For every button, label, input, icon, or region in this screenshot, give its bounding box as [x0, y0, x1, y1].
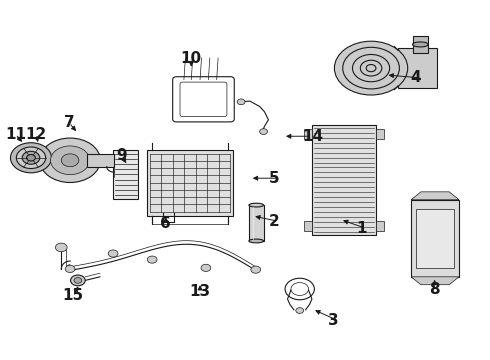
Text: 13: 13	[190, 284, 211, 300]
Bar	[413, 36, 428, 53]
Bar	[304, 129, 313, 139]
Circle shape	[147, 256, 157, 263]
Bar	[376, 129, 384, 139]
Circle shape	[40, 138, 100, 183]
Circle shape	[334, 41, 408, 95]
Circle shape	[296, 308, 304, 314]
Circle shape	[22, 151, 40, 164]
Circle shape	[71, 275, 85, 286]
Bar	[398, 48, 437, 88]
Circle shape	[10, 143, 51, 173]
Bar	[411, 200, 459, 277]
Bar	[87, 154, 114, 167]
Circle shape	[260, 129, 268, 134]
Text: 11: 11	[5, 127, 26, 141]
Circle shape	[237, 99, 245, 105]
Ellipse shape	[413, 42, 428, 47]
Text: 10: 10	[181, 50, 202, 66]
Text: 5: 5	[269, 171, 279, 186]
Text: 9: 9	[117, 148, 127, 163]
Polygon shape	[411, 192, 459, 200]
Text: 2: 2	[269, 214, 279, 229]
Circle shape	[16, 147, 46, 168]
Text: 3: 3	[328, 313, 339, 328]
Bar	[249, 205, 264, 241]
Circle shape	[61, 154, 79, 167]
Circle shape	[26, 154, 35, 161]
Bar	[376, 221, 384, 230]
Circle shape	[251, 266, 261, 273]
Polygon shape	[411, 277, 459, 285]
Bar	[313, 125, 376, 234]
Circle shape	[65, 265, 75, 273]
Ellipse shape	[249, 203, 264, 207]
Text: 1: 1	[356, 221, 367, 236]
Bar	[304, 221, 313, 230]
Circle shape	[55, 243, 67, 252]
Text: 4: 4	[410, 70, 421, 85]
Text: 14: 14	[303, 129, 324, 144]
Text: 7: 7	[64, 115, 74, 130]
Circle shape	[108, 250, 118, 257]
Bar	[147, 149, 233, 216]
Text: 8: 8	[429, 282, 440, 297]
Bar	[113, 150, 139, 199]
Text: 6: 6	[160, 216, 171, 231]
Text: 15: 15	[62, 288, 84, 303]
Circle shape	[201, 264, 211, 271]
Ellipse shape	[249, 239, 264, 243]
Circle shape	[50, 146, 90, 175]
Bar	[416, 209, 454, 268]
Circle shape	[74, 278, 82, 283]
Text: 12: 12	[25, 127, 47, 141]
